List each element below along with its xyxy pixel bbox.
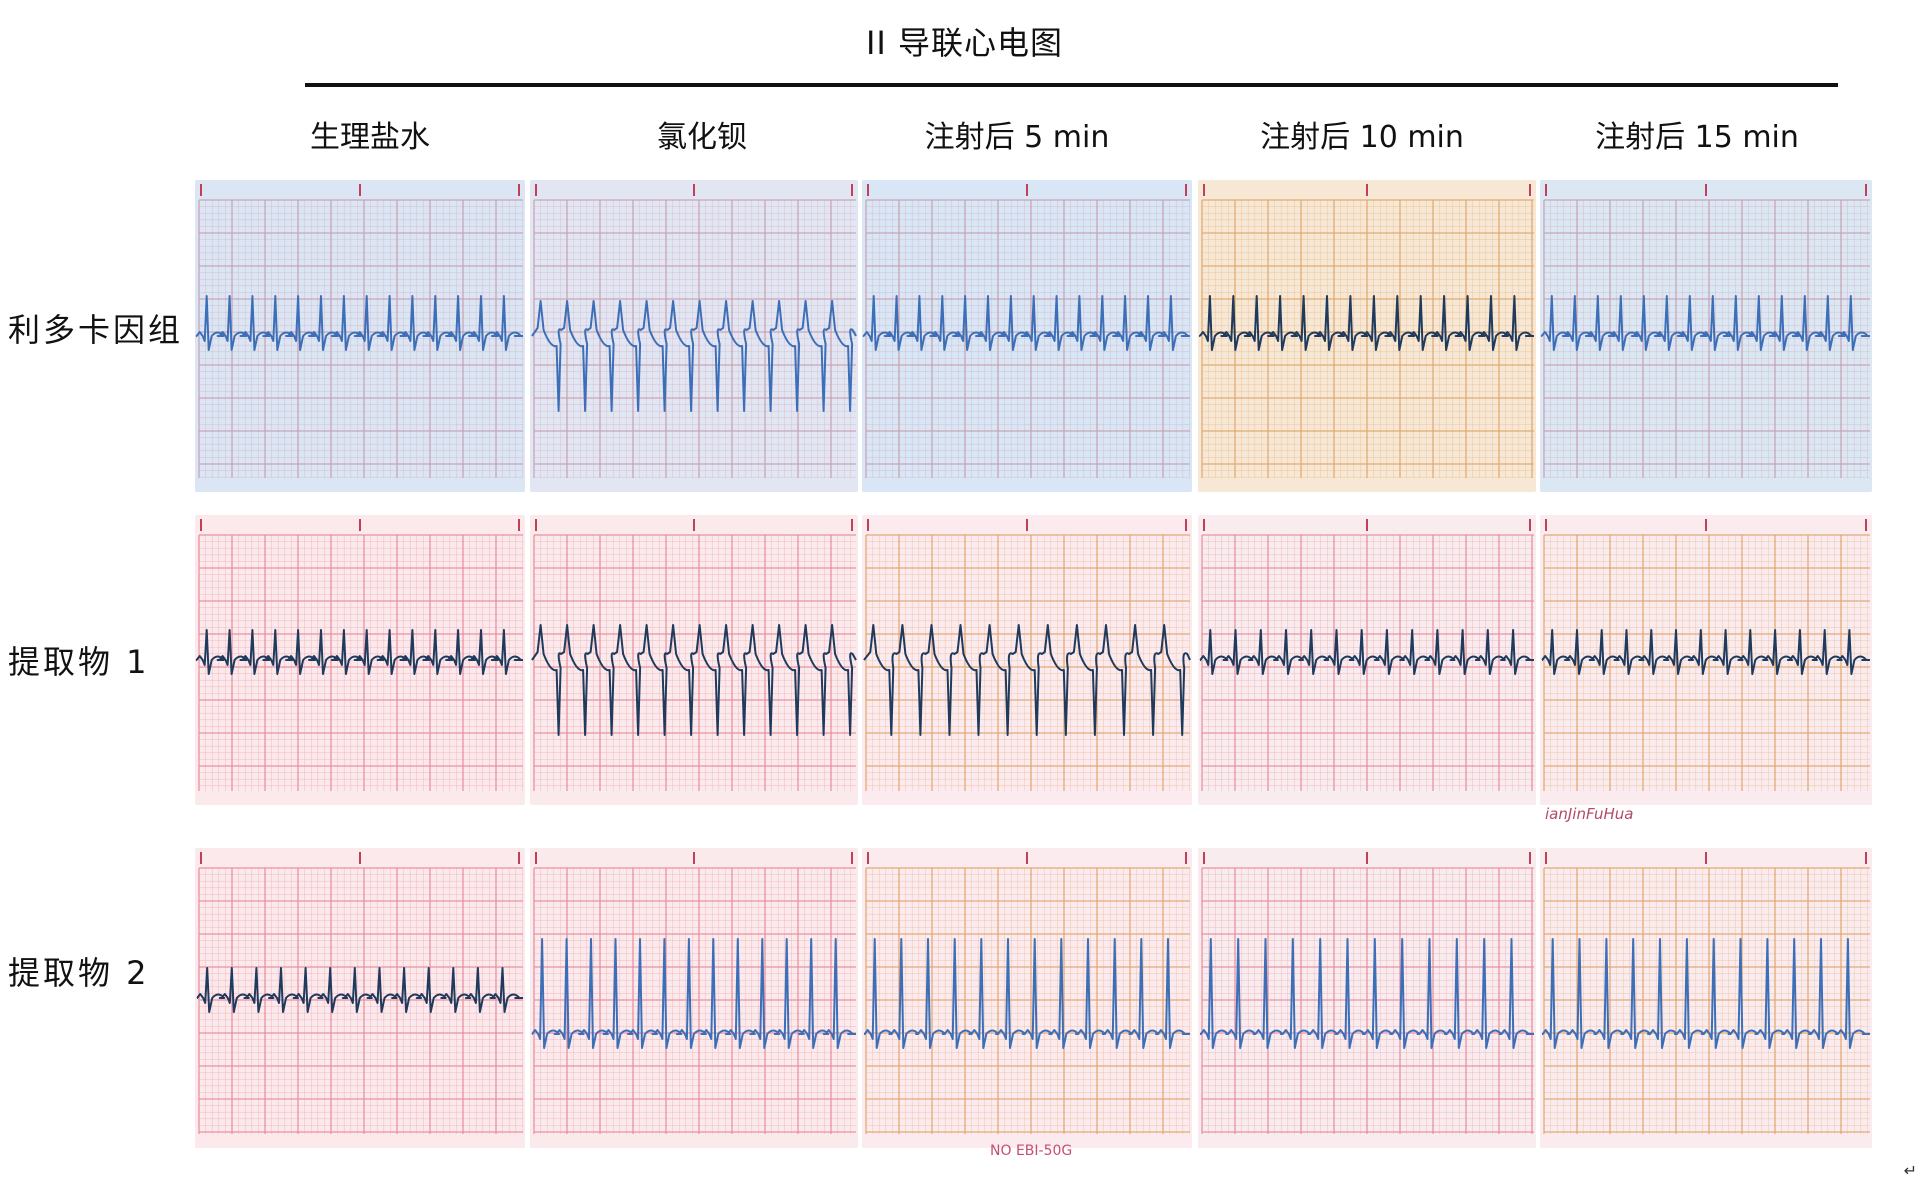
ecg-trace bbox=[531, 624, 857, 736]
ecg-strip-svg bbox=[1198, 515, 1536, 805]
ecg-strip-r3-c2 bbox=[530, 848, 858, 1148]
ecg-strip-svg bbox=[862, 515, 1192, 805]
title-underline bbox=[305, 83, 1838, 87]
ecg-strip-r1-c4 bbox=[1198, 180, 1536, 492]
ecg-grid bbox=[533, 534, 856, 791]
ecg-trace bbox=[1199, 629, 1534, 675]
ecg-strip-r1-c2 bbox=[530, 180, 858, 492]
column-header-15min: 注射后 15 min bbox=[1595, 120, 1799, 155]
ecg-strip-svg bbox=[530, 848, 858, 1148]
ecg-grid bbox=[198, 534, 523, 791]
paper-tick-marks bbox=[1203, 184, 1531, 196]
paper-tick-marks bbox=[1545, 519, 1867, 531]
paper-tick-marks bbox=[200, 184, 520, 196]
ecg-trace bbox=[862, 295, 1190, 351]
column-header-saline: 生理盐水 bbox=[310, 120, 430, 155]
figure-title: II 导联心电图 bbox=[865, 24, 1064, 62]
paper-tick-marks bbox=[535, 519, 853, 531]
ecg-trace bbox=[195, 629, 523, 675]
paper-tick-marks bbox=[867, 852, 1187, 864]
ecg-strip-svg bbox=[1540, 515, 1872, 805]
ecg-trace bbox=[863, 624, 1191, 736]
ecg-strip-svg bbox=[195, 180, 525, 492]
ecg-strip-svg bbox=[195, 848, 525, 1148]
paper-tick-marks bbox=[535, 852, 853, 864]
row-label-extract-1: 提取物 1 bbox=[8, 643, 150, 681]
ecg-paper bbox=[862, 515, 1192, 805]
row-label-lidocaine: 利多卡因组 bbox=[8, 311, 184, 349]
row-label-extract-2: 提取物 2 bbox=[8, 954, 150, 992]
ecg-strip-svg bbox=[195, 515, 525, 805]
ecg-paper bbox=[530, 848, 858, 1148]
ecg-strip-r1-c3 bbox=[862, 180, 1192, 492]
ecg-grid bbox=[865, 867, 1190, 1134]
return-mark: ↵ bbox=[1903, 1161, 1917, 1180]
ecg-strip-r2-c3 bbox=[862, 515, 1192, 805]
ecg-paper bbox=[530, 180, 858, 492]
ecg-trace bbox=[531, 300, 857, 412]
ecg-trace bbox=[196, 967, 523, 1013]
ecg-strip-svg bbox=[862, 180, 1192, 492]
ecg-paper bbox=[1540, 848, 1872, 1148]
paper-tick-marks bbox=[867, 184, 1187, 196]
paper-tick-marks bbox=[200, 519, 520, 531]
ecg-strip-r2-c4 bbox=[1198, 515, 1536, 805]
paper-tick-marks bbox=[1203, 519, 1531, 531]
ecg-trace bbox=[1199, 938, 1534, 1049]
ecg-strip-r1-c5 bbox=[1540, 180, 1872, 492]
column-header-5min: 注射后 5 min bbox=[924, 120, 1110, 155]
ecg-strip-r2-c2 bbox=[530, 515, 858, 805]
ecg-strip-r3-c5 bbox=[1540, 848, 1872, 1148]
ecg-trace bbox=[1198, 295, 1534, 351]
ecg-paper bbox=[530, 515, 858, 805]
ecg-trace bbox=[1540, 295, 1870, 351]
ecg-grid bbox=[198, 199, 523, 478]
ecg-strip-r2-c1 bbox=[195, 515, 525, 805]
ecg-grid bbox=[1201, 534, 1534, 791]
ecg-strip-svg bbox=[530, 180, 858, 492]
ecg-trace bbox=[195, 295, 523, 351]
paper-tick-marks bbox=[1545, 852, 1867, 864]
ecg-strip-r3-c4 bbox=[1198, 848, 1536, 1148]
ecg-paper bbox=[862, 848, 1192, 1148]
column-header-bacl2: 氯化钡 bbox=[657, 120, 747, 155]
ecg-strip-svg bbox=[1198, 180, 1536, 492]
ecg-strip-r3-c1 bbox=[195, 848, 525, 1148]
paper-brand-text: ianJinFuHua bbox=[1545, 805, 1634, 823]
ecg-strip-svg bbox=[1540, 848, 1872, 1148]
ecg-strip-r3-c3 bbox=[862, 848, 1192, 1148]
paper-tick-marks bbox=[200, 852, 520, 864]
ecg-trace bbox=[1541, 938, 1870, 1049]
ecg-strip-svg bbox=[530, 515, 858, 805]
paper-model-text: NO EBI-50G bbox=[990, 1143, 1073, 1159]
ecg-trace bbox=[1541, 629, 1870, 675]
ecg-strip-svg bbox=[862, 848, 1192, 1148]
ecg-strip-svg bbox=[1540, 180, 1872, 492]
ecg-grid bbox=[1543, 534, 1870, 791]
ecg-trace bbox=[531, 938, 856, 1049]
ecg-strip-r2-c5 bbox=[1540, 515, 1872, 805]
paper-tick-marks bbox=[535, 184, 853, 196]
paper-tick-marks bbox=[1545, 184, 1867, 196]
ecg-strip-svg bbox=[1198, 848, 1536, 1148]
paper-tick-marks bbox=[1203, 852, 1531, 864]
ecg-strip-r1-c1 bbox=[195, 180, 525, 492]
ecg-trace bbox=[863, 938, 1190, 1049]
column-header-10min: 注射后 10 min bbox=[1260, 120, 1464, 155]
paper-tick-marks bbox=[867, 519, 1187, 531]
